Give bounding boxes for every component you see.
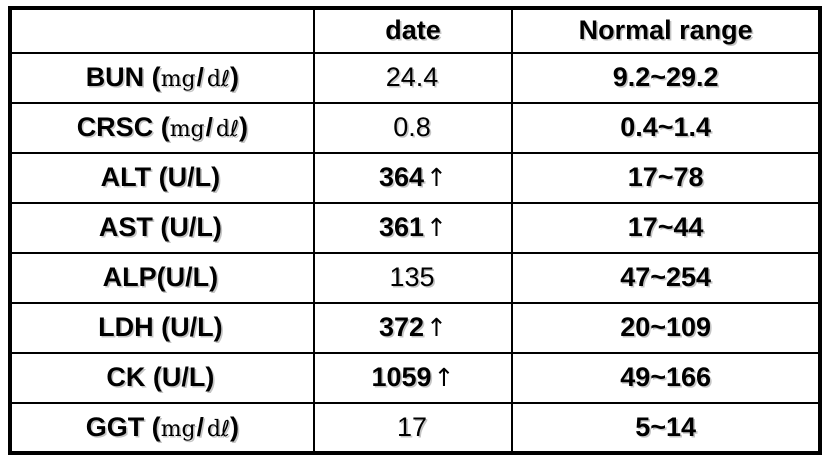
header-cell-date: date xyxy=(312,7,514,54)
normal-range-value: 49~166 xyxy=(620,362,712,393)
table-row-ggt: GGT (mg/dℓ) 17 5~14 xyxy=(9,402,821,454)
normal-range-cell: 47~254 xyxy=(511,252,821,304)
table-row-alt: ALT (U/L) 364↑ 17~78 xyxy=(9,152,821,204)
test-name: ALP(U/L) xyxy=(102,262,219,293)
normal-range-value: 5~14 xyxy=(635,411,697,442)
table-row-bun: BUN (mg/dℓ) 24.4 9.2~29.2 xyxy=(9,52,821,104)
normal-range-value: 0.4~1.4 xyxy=(620,112,712,143)
test-label-cell: ALT (U/L) xyxy=(9,152,315,204)
test-name: LDH (U/L) xyxy=(98,312,223,343)
test-label-cell: GGT (mg/dℓ) xyxy=(9,402,315,454)
unit-slash: / xyxy=(196,411,204,442)
normal-range-cell: 17~78 xyxy=(511,152,821,204)
normal-range-cell: 5~14 xyxy=(511,402,821,454)
unit-mg: mg xyxy=(160,416,196,442)
date-value-cell: 361↑ xyxy=(312,202,514,254)
up-arrow-icon: ↑ xyxy=(426,163,447,193)
date-value: 364 xyxy=(378,162,425,193)
date-value-cell: 17 xyxy=(312,402,514,454)
test-name: CK (U/L) xyxy=(106,362,215,393)
unit-dl: dℓ xyxy=(215,117,240,143)
normal-range-cell: 0.4~1.4 xyxy=(511,102,821,154)
date-value: 1059 xyxy=(371,362,432,393)
test-name: BUN ( xyxy=(85,62,161,93)
date-value-cell: 364↑ xyxy=(312,152,514,204)
test-label-cell: ALP(U/L) xyxy=(9,252,315,304)
unit-slash: / xyxy=(196,62,204,93)
table-row-crsc: CRSC (mg/dℓ) 0.8 0.4~1.4 xyxy=(9,102,821,154)
date-value: 135 xyxy=(389,262,435,293)
table-row-ldh: LDH (U/L) 372↑ 20~109 xyxy=(9,302,821,354)
test-label-cell: LDH (U/L) xyxy=(9,302,315,354)
unit-slash: / xyxy=(205,112,213,143)
unit-close-paren: ) xyxy=(239,112,249,143)
normal-range-cell: 49~166 xyxy=(511,352,821,404)
up-arrow-icon: ↑ xyxy=(426,313,447,343)
normal-range-value: 47~254 xyxy=(620,262,712,293)
table-row-ck: CK (U/L) 1059↑ 49~166 xyxy=(9,352,821,404)
test-label-cell: BUN (mg/dℓ) xyxy=(9,52,315,104)
test-name: GGT ( xyxy=(85,411,161,442)
date-value-cell: 135 xyxy=(312,252,514,304)
date-value: 361 xyxy=(378,212,425,243)
date-value-cell: 24.4 xyxy=(312,52,514,104)
date-value: 24.4 xyxy=(385,62,439,93)
header-cell-empty xyxy=(9,7,315,54)
lab-results-table: date Normal range BUN (mg/dℓ) 24.4 9.2~2… xyxy=(8,6,822,455)
normal-range-value: 20~109 xyxy=(620,312,712,343)
date-value-cell: 372↑ xyxy=(312,302,514,354)
date-value: 17 xyxy=(396,411,428,442)
normal-range-value: 17~78 xyxy=(627,162,704,193)
normal-range-cell: 20~109 xyxy=(511,302,821,354)
unit-close-paren: ) xyxy=(230,62,240,93)
normal-range-cell: 17~44 xyxy=(511,202,821,254)
test-name: ALT (U/L) xyxy=(100,162,221,193)
normal-range-value: 17~44 xyxy=(627,212,704,243)
unit-mg: mg xyxy=(160,67,196,93)
date-value-cell: 1059↑ xyxy=(312,352,514,404)
test-name: CRSC ( xyxy=(76,112,170,143)
header-cell-normal-range: Normal range xyxy=(511,7,821,54)
table-row-ast: AST (U/L) 361↑ 17~44 xyxy=(9,202,821,254)
date-value: 372 xyxy=(378,312,425,343)
date-value-cell: 0.8 xyxy=(312,102,514,154)
test-label-cell: CRSC (mg/dℓ) xyxy=(9,102,315,154)
header-row: date Normal range xyxy=(9,7,821,54)
table-row-alp: ALP(U/L) 135 47~254 xyxy=(9,252,821,304)
date-value: 0.8 xyxy=(393,112,431,143)
unit-close-paren: ) xyxy=(230,411,240,442)
unit-dl: dℓ xyxy=(206,416,231,442)
unit-mg: mg xyxy=(169,117,205,143)
normal-range-value: 9.2~29.2 xyxy=(612,62,719,93)
test-label-cell: AST (U/L) xyxy=(9,202,315,254)
normal-range-cell: 9.2~29.2 xyxy=(511,52,821,104)
table-header: date Normal range xyxy=(9,7,821,54)
test-name: AST (U/L) xyxy=(98,212,222,243)
test-label-cell: CK (U/L) xyxy=(9,352,315,404)
unit-dl: dℓ xyxy=(206,67,231,93)
up-arrow-icon: ↑ xyxy=(426,213,447,243)
up-arrow-icon: ↑ xyxy=(433,363,455,393)
